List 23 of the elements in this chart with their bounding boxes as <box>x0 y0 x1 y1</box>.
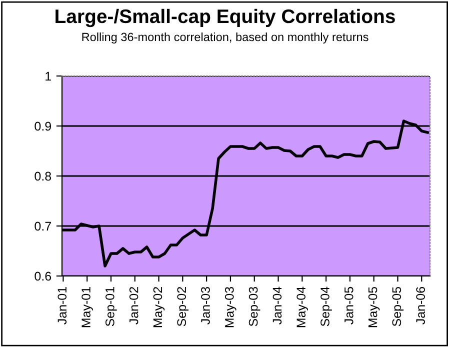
y-tick-label: 0.7 <box>34 222 51 231</box>
y-tick-label: 0.6 <box>34 272 52 281</box>
x-tick-label: May-01 <box>82 287 93 328</box>
x-tick-label: Jan-03 <box>201 286 210 324</box>
x-tick-label: Sep-02 <box>177 287 188 326</box>
chart-title: Large-/Small-cap Equity Correlations <box>56 8 395 28</box>
y-tick-label: 0.9 <box>34 122 51 131</box>
chart-subtitle: Rolling 36-month correlation, based on monthly returns <box>82 32 368 44</box>
x-tick-label: May-02 <box>153 287 165 328</box>
x-tick-label: Jan-05 <box>344 286 354 324</box>
x-tick-label: May-04 <box>296 286 308 328</box>
x-tick-label: Sep-01 <box>105 287 117 326</box>
x-tick-label: Jan-02 <box>129 287 138 324</box>
x-tick-label: May-03 <box>224 286 236 328</box>
x-tick-label: Jan-01 <box>58 287 67 324</box>
x-tick-label: Sep-04 <box>320 286 332 326</box>
y-tick-label: 1 <box>46 72 51 81</box>
y-tick-label: 0.8 <box>34 172 52 181</box>
x-tick-label: Jan-04 <box>272 286 282 324</box>
x-tick-label: May-05 <box>368 286 380 328</box>
x-tick-label: Jan-06 <box>416 286 425 324</box>
x-tick-label: Sep-03 <box>248 286 260 326</box>
x-tick-label: Sep-05 <box>392 286 404 326</box>
